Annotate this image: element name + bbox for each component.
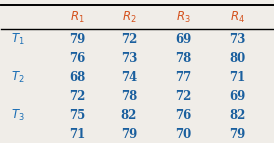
Text: 82: 82	[121, 109, 137, 122]
Text: $R_3$: $R_3$	[176, 10, 190, 25]
Text: $R_2$: $R_2$	[122, 10, 136, 25]
Text: 69: 69	[229, 90, 246, 103]
Text: $T_2$: $T_2$	[11, 70, 24, 85]
Text: 70: 70	[175, 128, 191, 141]
Text: 74: 74	[121, 71, 137, 84]
Text: 76: 76	[69, 52, 85, 65]
Text: 77: 77	[175, 71, 191, 84]
Text: $R_1$: $R_1$	[70, 10, 85, 25]
Text: 71: 71	[229, 71, 246, 84]
Text: 79: 79	[121, 128, 137, 141]
Text: 80: 80	[229, 52, 246, 65]
Text: 72: 72	[175, 90, 191, 103]
Text: $T_1$: $T_1$	[11, 32, 24, 47]
Text: 78: 78	[121, 90, 137, 103]
Text: 69: 69	[175, 33, 191, 46]
Text: 73: 73	[229, 33, 246, 46]
Text: 72: 72	[69, 90, 85, 103]
Text: 68: 68	[69, 71, 85, 84]
Text: 78: 78	[175, 52, 191, 65]
Text: 79: 79	[69, 33, 85, 46]
Text: 73: 73	[121, 52, 137, 65]
Text: 76: 76	[175, 109, 191, 122]
Text: $R_4$: $R_4$	[230, 10, 245, 25]
Text: 82: 82	[229, 109, 246, 122]
Text: 72: 72	[121, 33, 137, 46]
Text: 75: 75	[69, 109, 85, 122]
Text: $T_3$: $T_3$	[11, 108, 24, 123]
Text: 79: 79	[229, 128, 246, 141]
Text: 71: 71	[69, 128, 85, 141]
